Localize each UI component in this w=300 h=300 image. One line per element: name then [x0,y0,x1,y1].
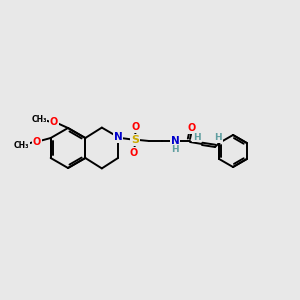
Text: O: O [188,123,196,133]
Text: H: H [171,145,179,154]
Text: N: N [114,132,122,142]
Text: N: N [171,136,179,146]
Text: CH₃: CH₃ [31,115,47,124]
Text: O: O [50,117,58,127]
Text: O: O [33,137,41,147]
Text: O: O [130,148,138,158]
Text: S: S [131,135,139,145]
Text: H: H [193,133,201,142]
Text: H: H [214,134,222,142]
Text: O: O [132,122,140,132]
Text: CH₃: CH₃ [14,140,29,149]
